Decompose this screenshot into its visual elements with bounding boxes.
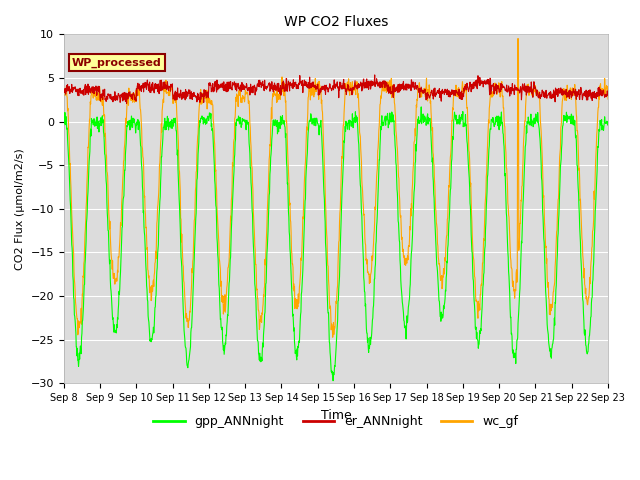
X-axis label: Time: Time bbox=[321, 408, 351, 421]
Legend: gpp_ANNnight, er_ANNnight, wc_gf: gpp_ANNnight, er_ANNnight, wc_gf bbox=[148, 410, 524, 433]
Text: WP_processed: WP_processed bbox=[72, 58, 162, 68]
Y-axis label: CO2 Flux (μmol/m2/s): CO2 Flux (μmol/m2/s) bbox=[15, 148, 25, 270]
Title: WP CO2 Fluxes: WP CO2 Fluxes bbox=[284, 15, 388, 29]
